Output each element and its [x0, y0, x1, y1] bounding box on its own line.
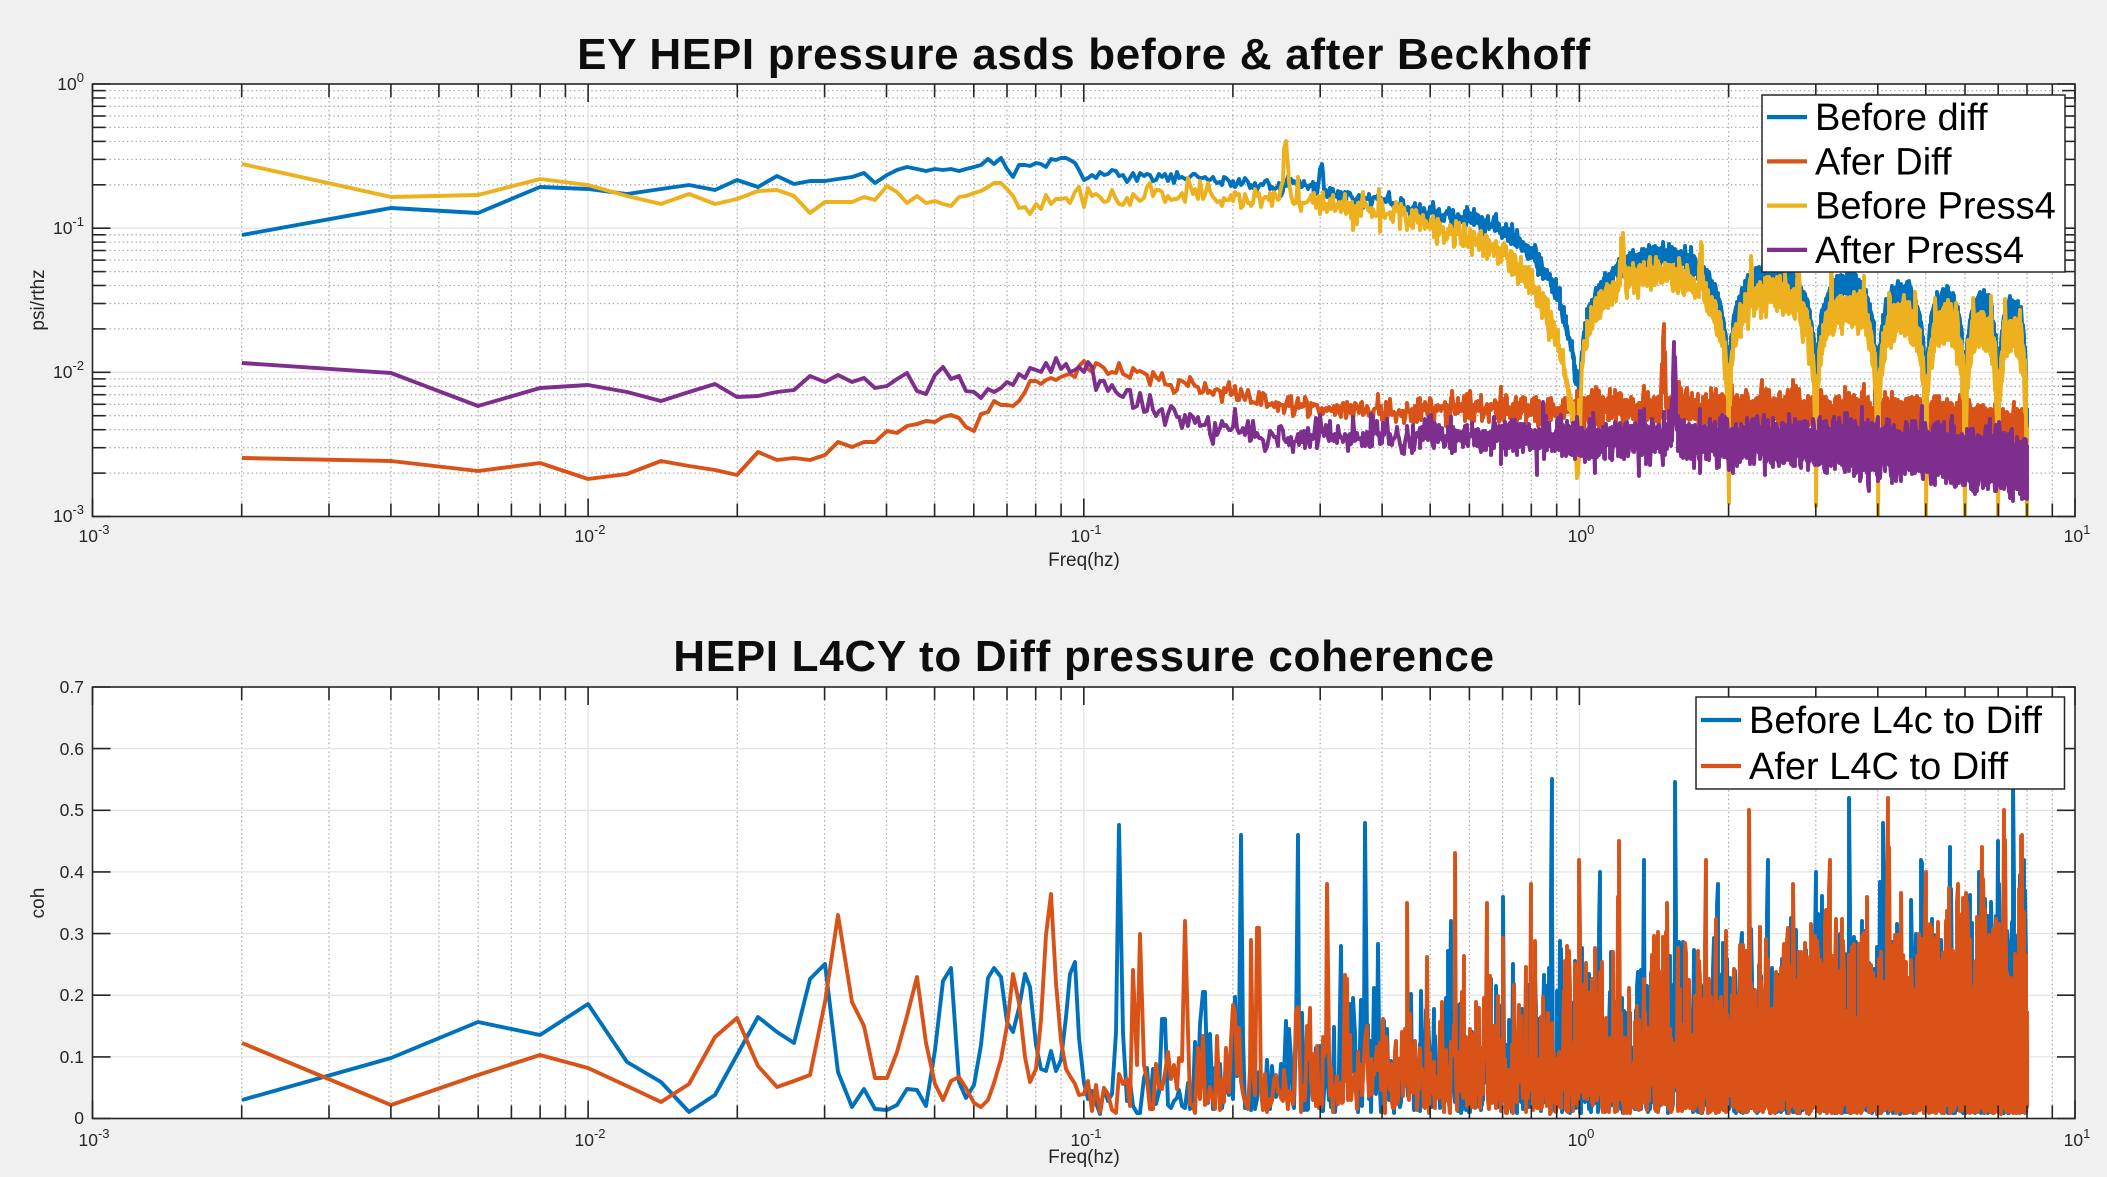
svg-text:0: 0: [74, 1108, 84, 1128]
svg-text:0.4: 0.4: [60, 862, 85, 882]
svg-text:0.2: 0.2: [60, 985, 84, 1005]
svg-text:Freq(hz): Freq(hz): [1048, 550, 1120, 571]
svg-text:10-2: 10-2: [574, 522, 605, 546]
svg-text:Afer Diff: Afer Diff: [1815, 141, 1952, 183]
svg-text:coh: coh: [28, 888, 49, 919]
svg-text:psi/rthz: psi/rthz: [28, 269, 49, 330]
svg-text:0.7: 0.7: [60, 677, 84, 697]
svg-text:100: 100: [57, 70, 84, 94]
svg-text:EY HEPI pressure asds before &: EY HEPI pressure asds before & after Bec…: [577, 30, 1591, 79]
svg-text:0.5: 0.5: [60, 800, 84, 820]
svg-text:0.6: 0.6: [60, 739, 84, 759]
svg-text:Before L4c to Diff: Before L4c to Diff: [1749, 700, 2042, 742]
svg-text:Afer L4C to Diff: Afer L4C to Diff: [1749, 746, 2009, 788]
svg-text:HEPI L4CY to Diff pressure coh: HEPI L4CY to Diff pressure coherence: [673, 632, 1495, 681]
svg-text:10-3: 10-3: [53, 502, 84, 526]
svg-text:Before Press4: Before Press4: [1815, 186, 2056, 228]
svg-text:After Press4: After Press4: [1815, 230, 2024, 272]
svg-text:0.1: 0.1: [60, 1047, 84, 1067]
svg-text:Freq(hz): Freq(hz): [1048, 1147, 1120, 1168]
svg-text:0.3: 0.3: [60, 924, 84, 944]
svg-text:Before diff: Before diff: [1815, 97, 1988, 139]
